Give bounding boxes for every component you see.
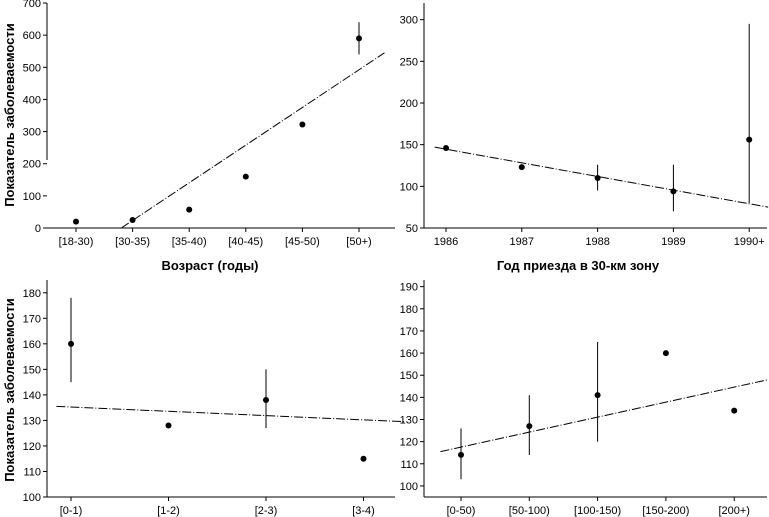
y-tick-label: 400 <box>23 94 41 106</box>
y-tick-label: 150 <box>400 140 418 152</box>
data-point <box>458 451 464 458</box>
trend-line <box>440 379 769 453</box>
x-tick-label: [150-200) <box>642 505 689 517</box>
y-tick-label: 300 <box>23 127 41 139</box>
x-tick-label: [40-45) <box>228 236 263 248</box>
x-tick-label: [200+) <box>718 505 750 517</box>
y-axis-title: Показатель заболеваемости <box>2 23 17 207</box>
trend-line <box>121 52 385 229</box>
chart-panel-arrival-year: 50 100 150 200 250 300 1986 1987 1988 1989 1990+ Го… <box>400 3 769 273</box>
chart-panel-bottom-left: 100 110 120 130 140 150 160 170 180 [0-1) [1-2) [2-… <box>2 280 405 517</box>
y-tick-label: 500 <box>23 62 41 74</box>
y-tick-label: 160 <box>23 339 41 351</box>
y-tick-label: 140 <box>400 392 418 404</box>
y-tick-label: 180 <box>400 304 418 316</box>
data-point <box>594 175 601 181</box>
y-tick-label: 150 <box>23 364 41 376</box>
x-tick-label: [30-35) <box>115 236 150 248</box>
x-tick-label: [0-1) <box>60 505 83 517</box>
y-tick-label: 170 <box>23 313 41 325</box>
x-tick-label: [35-40) <box>172 236 207 248</box>
data-point <box>242 173 249 180</box>
data-point <box>670 188 677 195</box>
y-tick-label: 190 <box>400 282 418 294</box>
y-tick-label: 100 <box>400 181 418 193</box>
data-point <box>518 164 525 171</box>
y-tick-label: 120 <box>23 441 41 453</box>
data-point <box>73 218 79 225</box>
y-tick-label: 140 <box>23 390 41 402</box>
y-tick-label: 100 <box>400 481 418 493</box>
data-point <box>299 121 306 128</box>
chart-panel-age: 0 100 200 300 400 500 600 700 [18-30) [30-35) [35-… <box>2 0 395 273</box>
x-tick-label: [0-50) <box>447 505 476 517</box>
y-tick-label: 600 <box>23 30 41 42</box>
y-tick-label: 110 <box>23 466 41 478</box>
x-axis-title: Возраст (годы) <box>161 258 258 273</box>
x-tick-label: [50+) <box>346 236 371 248</box>
y-tick-label: 100 <box>23 191 41 203</box>
data-point <box>356 35 362 42</box>
data-point <box>165 422 172 429</box>
data-point <box>263 396 269 403</box>
y-tick-label: 100 <box>23 492 41 504</box>
x-axis-title: Год приезда в 30-км зону <box>497 258 660 273</box>
data-point <box>443 145 449 151</box>
data-point <box>731 407 738 414</box>
y-tick-label: 200 <box>23 159 41 171</box>
trend-line <box>434 146 769 208</box>
y-tick-label: 130 <box>23 415 41 427</box>
data-point <box>662 350 669 357</box>
x-tick-label: 1986 <box>434 236 458 248</box>
x-tick-label: [2-3) <box>255 505 278 517</box>
x-tick-label: [50-100) <box>509 505 550 517</box>
data-point <box>594 392 601 399</box>
y-tick-label: 250 <box>400 56 418 68</box>
y-tick-label: 200 <box>400 98 418 110</box>
x-tick-label: [3-4) <box>352 505 375 517</box>
y-tick-label: 120 <box>400 437 418 449</box>
data-point <box>526 423 533 430</box>
x-tick-label: 1988 <box>585 236 609 248</box>
x-tick-label: 1987 <box>510 236 534 248</box>
x-tick-label: 1989 <box>661 236 685 248</box>
data-point <box>360 455 367 462</box>
y-tick-label: 0 <box>35 223 41 235</box>
y-tick-label: 130 <box>400 415 418 427</box>
x-tick-label: [100-150) <box>574 505 621 517</box>
trend-line <box>56 405 405 423</box>
x-tick-label: [1-2) <box>157 505 180 517</box>
x-tick-label: [18-30) <box>59 236 94 248</box>
y-tick-label: 300 <box>400 15 418 27</box>
x-tick-label: 1990+ <box>734 236 765 248</box>
data-point <box>129 216 136 223</box>
y-tick-label: 170 <box>400 326 418 338</box>
y-tick-label: 700 <box>23 0 41 10</box>
y-axis-title: Показатель заболеваемости <box>2 298 17 482</box>
y-tick-label: 150 <box>400 370 418 382</box>
data-point <box>186 206 193 213</box>
chart-panel-bottom-right: 100 110 120 130 140 150 160 170 180 190 [0-50) [50-… <box>400 280 769 517</box>
data-point <box>746 136 753 143</box>
y-tick-label: 160 <box>400 348 418 360</box>
y-tick-label: 50 <box>406 223 418 235</box>
y-tick-label: 110 <box>400 459 418 471</box>
y-tick-label: 180 <box>23 288 41 300</box>
x-tick-label: [45-50) <box>285 236 320 248</box>
data-point <box>68 340 74 347</box>
